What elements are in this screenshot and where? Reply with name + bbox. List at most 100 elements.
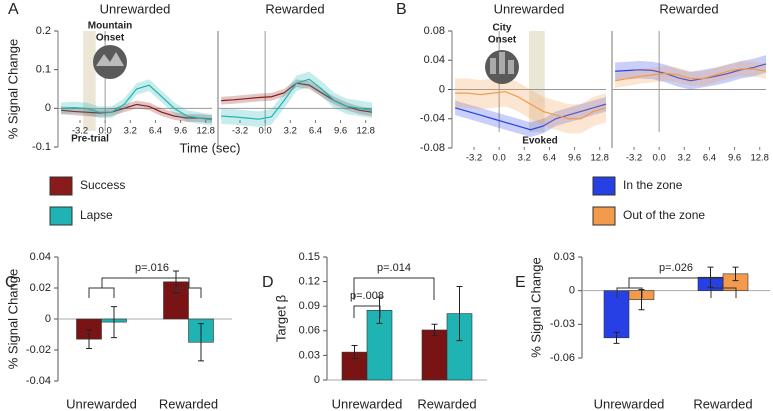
y-tick-label: -0.1 <box>32 141 51 153</box>
line <box>221 78 373 120</box>
legend-swatch <box>592 176 616 196</box>
x-tick-label: 9.6 <box>568 153 581 164</box>
stimulus-icon <box>93 45 519 84</box>
legend-label: Success <box>80 178 125 192</box>
x-tick-label: 6.4 <box>543 153 556 164</box>
legend-swatch <box>49 176 73 196</box>
legend-label: Out of the zone <box>623 208 705 222</box>
y-tick-label: 0 <box>569 285 575 297</box>
error-band <box>615 55 766 90</box>
x-tick-label: 0.0 <box>99 126 112 137</box>
y-axis-label: % Signal Change <box>5 269 20 369</box>
x-tick-label: 6.4 <box>703 153 716 164</box>
y-tick-label: 0.09 <box>299 300 320 312</box>
x-tick-label: 3.2 <box>124 126 137 137</box>
y-tick-label: -0.04 <box>26 375 51 387</box>
y-tick-label: -0.02 <box>26 344 51 356</box>
y-axis-label: Target β <box>273 295 288 342</box>
y-tick-label: -0.03 <box>550 318 575 330</box>
error-bar <box>351 345 358 360</box>
y-tick-label: 0.1 <box>36 64 51 76</box>
panel-letter: D <box>262 274 274 291</box>
legend-swatch <box>592 206 616 226</box>
x-tick-label: -3.2 <box>232 126 248 137</box>
x-tick-label: 12.8 <box>750 153 769 164</box>
x-tick-label: 0.0 <box>493 153 506 164</box>
panel-letter: C <box>5 274 17 291</box>
y-axis-label: % Signal Change <box>5 39 20 139</box>
x-tick-label: 3.2 <box>284 126 297 137</box>
subplot-title: Unrewarded <box>100 1 171 16</box>
error-band <box>61 79 213 126</box>
x-axis-label: Time (sec) <box>180 140 241 155</box>
annotation: p=.026 <box>659 262 693 274</box>
x-tick-label: 0.0 <box>259 126 272 137</box>
x-tick-label: 12.8 <box>196 126 215 137</box>
subplot-title: Rewarded <box>265 1 324 16</box>
x-tick-label: 0.0 <box>653 153 666 164</box>
error-bar <box>732 266 739 282</box>
line <box>61 84 213 121</box>
legend-swatch <box>49 206 73 226</box>
annotation: Onset <box>488 35 517 46</box>
y-tick-label: 0.12 <box>299 276 320 288</box>
y-tick-label: 0 <box>45 102 51 114</box>
charts: A -0.1 0 0.1 0.2 % Signal Change Unrewarded -3.… <box>5 1 770 411</box>
highlight-window <box>529 31 545 132</box>
bar <box>603 290 630 339</box>
bar <box>421 329 448 381</box>
x-tick-label: 12.8 <box>590 153 609 164</box>
x-tick-label: Rewarded <box>693 396 752 411</box>
panel-letter: E <box>515 274 526 291</box>
y-tick-label: -0.08 <box>420 142 445 154</box>
x-tick-label: Rewarded <box>159 396 218 411</box>
y-tick-label: 0 <box>439 83 445 95</box>
subplot-title: Unrewarded <box>494 1 565 16</box>
error-band <box>61 100 213 124</box>
legend-label: In the zone <box>623 178 683 192</box>
y-tick-label: 0.2 <box>36 25 51 37</box>
annotation: City <box>493 23 512 34</box>
annotation: Mountain <box>88 21 132 32</box>
y-tick-label: 0.06 <box>299 325 320 337</box>
x-tick-label: -3.2 <box>466 153 482 164</box>
significance-bracket <box>88 277 737 318</box>
x-tick-label: Unrewarded <box>332 396 403 411</box>
y-tick-label: 0.04 <box>424 54 445 66</box>
error-bar <box>613 331 620 344</box>
line <box>615 68 767 82</box>
error-bar <box>111 306 117 339</box>
annotation: p=.014 <box>377 262 411 274</box>
annotation: p=.016 <box>135 262 169 274</box>
error-band <box>221 71 372 127</box>
y-tick-label: 0.04 <box>30 251 51 263</box>
y-tick-label: 0 <box>45 313 51 325</box>
x-tick-label: 6.4 <box>309 126 322 137</box>
error-band <box>615 61 766 89</box>
annotation: Onset <box>96 33 125 44</box>
annotation: p=.008 <box>350 290 384 302</box>
line <box>615 63 767 82</box>
annotation: Evoked <box>522 136 558 147</box>
line <box>455 91 607 120</box>
y-tick-label: 0.03 <box>299 349 320 361</box>
legend-label: Lapse <box>80 208 113 222</box>
y-tick-label: -0.06 <box>550 352 575 364</box>
x-tick-label: 9.6 <box>174 126 187 137</box>
y-tick-label: 0.15 <box>299 251 320 263</box>
x-tick-label: -3.2 <box>626 153 642 164</box>
error-bar <box>86 329 92 349</box>
annotation: Pre-trial <box>71 134 109 145</box>
x-tick-label: 3.2 <box>518 153 531 164</box>
x-tick-label: 9.6 <box>728 153 741 164</box>
highlight-window <box>83 31 96 131</box>
x-tick-label: 12.8 <box>356 126 375 137</box>
y-tick-label: 0 <box>314 374 320 386</box>
y-tick-label: 0.02 <box>30 282 51 294</box>
error-bar <box>431 323 438 337</box>
y-axis-label: % Signal Change <box>528 257 543 357</box>
x-tick-label: Unrewarded <box>594 396 665 411</box>
line <box>61 103 213 120</box>
error-bar <box>707 266 714 288</box>
x-tick-label: 3.2 <box>678 153 691 164</box>
